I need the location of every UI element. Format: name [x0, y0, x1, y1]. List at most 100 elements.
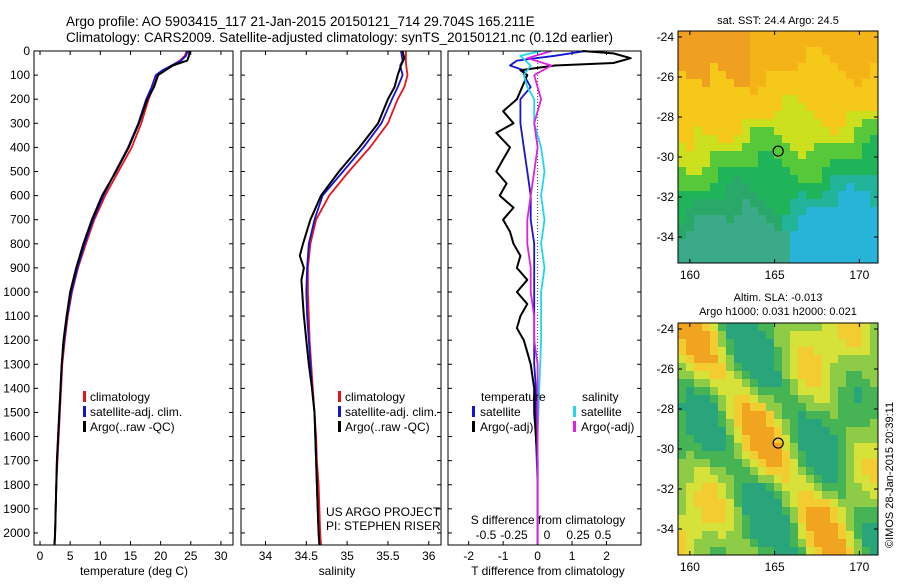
map-cell — [758, 347, 766, 355]
map-cell — [774, 547, 782, 555]
map-cell — [846, 31, 854, 39]
map-cell — [774, 371, 782, 379]
map-cell — [790, 363, 798, 371]
map-cell — [790, 167, 798, 175]
map-cell — [870, 191, 878, 199]
map-cell — [830, 443, 838, 451]
map-cell — [830, 127, 838, 135]
map-cell — [854, 475, 862, 483]
map-cell — [702, 499, 710, 507]
map-cell — [742, 491, 750, 499]
map-cell — [694, 499, 702, 507]
map-cell — [742, 475, 750, 483]
map-cell — [846, 443, 854, 451]
map-cell — [830, 31, 838, 39]
legend-label-s-argo: Argo(-adj) — [581, 420, 634, 434]
map-cell — [854, 515, 862, 523]
map-cell — [774, 339, 782, 347]
map-cell — [806, 63, 814, 71]
map-cell — [710, 151, 718, 159]
map-cell — [790, 411, 798, 419]
map-cell — [766, 427, 774, 435]
map-cell — [726, 71, 734, 79]
map-cell — [830, 331, 838, 339]
map-cell — [782, 483, 790, 491]
map-cell — [870, 347, 878, 355]
map-cell — [814, 71, 822, 79]
map-cell — [702, 175, 710, 183]
map-cell — [830, 347, 838, 355]
map-cell — [702, 331, 710, 339]
map-cell — [678, 507, 686, 515]
map-cell — [854, 331, 862, 339]
map-cell — [854, 547, 862, 555]
map-cell — [870, 331, 878, 339]
map-cell — [862, 435, 870, 443]
map-cell — [694, 135, 702, 143]
map-cell — [750, 151, 758, 159]
map-cell — [742, 71, 750, 79]
map-cell — [782, 323, 790, 331]
map-cell — [782, 183, 790, 191]
map-cell — [766, 379, 774, 387]
map-cell — [742, 87, 750, 95]
map-cell — [830, 523, 838, 531]
map-cell — [862, 143, 870, 151]
map-cell — [814, 239, 822, 247]
x-tick-label: -2 — [463, 549, 474, 563]
map-cell — [694, 215, 702, 223]
map-cell — [742, 467, 750, 475]
map-cell — [734, 459, 742, 467]
map-cell — [862, 499, 870, 507]
map-cell — [718, 247, 726, 255]
map-cell — [838, 339, 846, 347]
map-cell — [710, 119, 718, 127]
map-cell — [814, 323, 822, 331]
map-cell — [726, 63, 734, 71]
map-cell — [718, 135, 726, 143]
map-cell — [750, 499, 758, 507]
x-tick-label-s: -0.5 — [476, 528, 497, 542]
map-cell — [718, 491, 726, 499]
map-cell — [742, 547, 750, 555]
map-cell — [846, 371, 854, 379]
map-cell — [830, 47, 838, 55]
map-cell — [678, 239, 686, 247]
map-cell — [838, 323, 846, 331]
map-cell — [774, 191, 782, 199]
map-cell — [694, 483, 702, 491]
map-cell — [782, 539, 790, 547]
map-cell — [798, 63, 806, 71]
map-cell — [718, 411, 726, 419]
map-cell — [678, 411, 686, 419]
map-cell — [678, 255, 686, 263]
map-cell — [734, 159, 742, 167]
map-cell — [774, 151, 782, 159]
map-cell — [750, 159, 758, 167]
map-cell — [742, 443, 750, 451]
map-cell — [774, 95, 782, 103]
map-cell — [718, 363, 726, 371]
map-cell — [822, 323, 830, 331]
map-cell — [862, 39, 870, 47]
map-cell — [694, 435, 702, 443]
map-cell — [758, 515, 766, 523]
map-cell — [846, 355, 854, 363]
map-cell — [758, 71, 766, 79]
map-cell — [838, 87, 846, 95]
map-cell — [742, 451, 750, 459]
map-cell — [870, 443, 878, 451]
map-cell — [846, 79, 854, 87]
map-cell — [814, 523, 822, 531]
map-cell — [854, 127, 862, 135]
map-cell — [870, 231, 878, 239]
difference-profile-panel: -2 -1 0 1 2-0.5 -0.25 0 0.25 0.5 — [447, 50, 642, 563]
map-cell — [742, 167, 750, 175]
map-cell — [798, 95, 806, 103]
map-cell — [694, 339, 702, 347]
map-cell — [702, 523, 710, 531]
map-cell — [814, 159, 822, 167]
legend-label-satellite: satellite-adj. clim. — [90, 405, 182, 419]
temperature-legend: climatology satellite-adj. clim. Argo(..… — [83, 390, 182, 434]
map-cell — [758, 39, 766, 47]
